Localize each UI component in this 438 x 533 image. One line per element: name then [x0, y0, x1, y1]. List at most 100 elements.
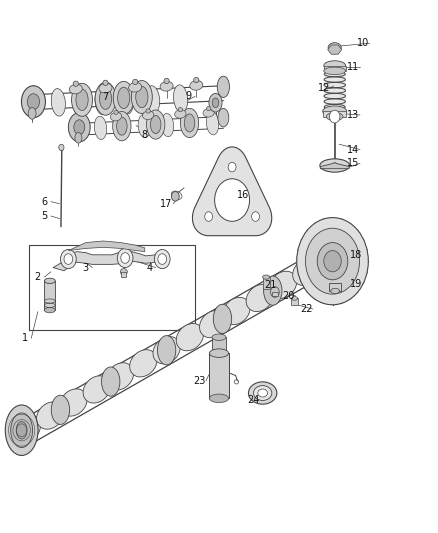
Ellipse shape: [254, 385, 272, 400]
Bar: [324, 74, 346, 107]
Text: 20: 20: [283, 290, 295, 301]
Ellipse shape: [69, 84, 82, 94]
Ellipse shape: [117, 87, 130, 109]
Ellipse shape: [264, 276, 282, 305]
Ellipse shape: [131, 80, 152, 114]
Text: 23: 23: [193, 376, 205, 386]
Ellipse shape: [117, 117, 127, 135]
Ellipse shape: [194, 77, 199, 83]
Ellipse shape: [119, 86, 134, 114]
Circle shape: [64, 254, 73, 264]
Ellipse shape: [99, 88, 112, 109]
Text: 7: 7: [102, 92, 109, 102]
Ellipse shape: [102, 367, 120, 396]
Bar: [44, 281, 55, 310]
Ellipse shape: [217, 76, 230, 98]
Ellipse shape: [16, 422, 27, 439]
Ellipse shape: [209, 394, 229, 402]
Circle shape: [305, 228, 360, 294]
Ellipse shape: [146, 109, 150, 113]
Text: 9: 9: [185, 91, 191, 101]
Bar: [290, 298, 298, 305]
Ellipse shape: [129, 83, 142, 92]
Ellipse shape: [323, 106, 347, 117]
Ellipse shape: [175, 110, 186, 118]
Text: 21: 21: [264, 280, 277, 290]
Circle shape: [297, 217, 368, 305]
Ellipse shape: [173, 85, 187, 112]
Polygon shape: [328, 45, 342, 54]
Ellipse shape: [130, 350, 157, 377]
Circle shape: [324, 251, 341, 272]
Ellipse shape: [178, 108, 183, 112]
Circle shape: [117, 248, 133, 268]
Text: 11: 11: [347, 62, 360, 71]
Circle shape: [329, 110, 340, 123]
Ellipse shape: [44, 308, 55, 313]
Ellipse shape: [161, 114, 173, 137]
Text: 18: 18: [350, 250, 363, 260]
Circle shape: [228, 163, 236, 172]
Ellipse shape: [120, 269, 127, 275]
Ellipse shape: [176, 324, 204, 351]
Text: 1: 1: [21, 333, 28, 343]
Ellipse shape: [330, 47, 339, 54]
Ellipse shape: [209, 349, 229, 358]
Circle shape: [251, 212, 259, 221]
Circle shape: [121, 253, 130, 263]
Ellipse shape: [136, 86, 148, 108]
Ellipse shape: [60, 389, 87, 416]
Ellipse shape: [157, 336, 176, 365]
Ellipse shape: [291, 296, 297, 300]
Ellipse shape: [206, 107, 211, 111]
Ellipse shape: [203, 109, 214, 117]
Bar: [209, 353, 229, 398]
Text: 5: 5: [41, 211, 47, 221]
Ellipse shape: [160, 82, 173, 91]
Ellipse shape: [76, 89, 88, 110]
Ellipse shape: [153, 337, 180, 364]
Ellipse shape: [212, 334, 226, 341]
Ellipse shape: [246, 284, 273, 312]
Polygon shape: [68, 241, 145, 252]
Circle shape: [271, 287, 279, 297]
Ellipse shape: [94, 116, 107, 140]
Circle shape: [205, 212, 212, 221]
Text: 12: 12: [318, 83, 330, 93]
Text: 10: 10: [357, 38, 369, 48]
Ellipse shape: [212, 98, 219, 108]
Text: 19: 19: [350, 279, 363, 288]
Ellipse shape: [106, 363, 134, 390]
Ellipse shape: [200, 310, 227, 338]
Bar: [212, 337, 226, 353]
Ellipse shape: [36, 402, 64, 429]
Ellipse shape: [44, 278, 55, 284]
Circle shape: [158, 254, 166, 264]
Ellipse shape: [51, 88, 65, 116]
Ellipse shape: [147, 110, 165, 139]
Ellipse shape: [21, 86, 46, 118]
Ellipse shape: [248, 382, 277, 404]
Ellipse shape: [326, 112, 343, 120]
Ellipse shape: [328, 43, 341, 52]
Bar: [323, 111, 346, 117]
Ellipse shape: [83, 376, 110, 403]
Polygon shape: [192, 147, 272, 236]
Text: 14: 14: [347, 144, 360, 155]
Ellipse shape: [11, 413, 32, 448]
Text: 15: 15: [347, 158, 360, 168]
Ellipse shape: [150, 116, 161, 134]
Ellipse shape: [71, 83, 92, 116]
Circle shape: [317, 243, 348, 280]
Ellipse shape: [28, 108, 36, 119]
Text: 16: 16: [237, 190, 249, 200]
Ellipse shape: [331, 288, 339, 294]
Ellipse shape: [145, 86, 160, 113]
Bar: [329, 283, 341, 291]
Polygon shape: [53, 251, 169, 271]
Ellipse shape: [190, 80, 203, 90]
Text: 24: 24: [248, 395, 260, 406]
Ellipse shape: [206, 111, 219, 135]
Ellipse shape: [99, 83, 112, 93]
Ellipse shape: [110, 112, 122, 121]
